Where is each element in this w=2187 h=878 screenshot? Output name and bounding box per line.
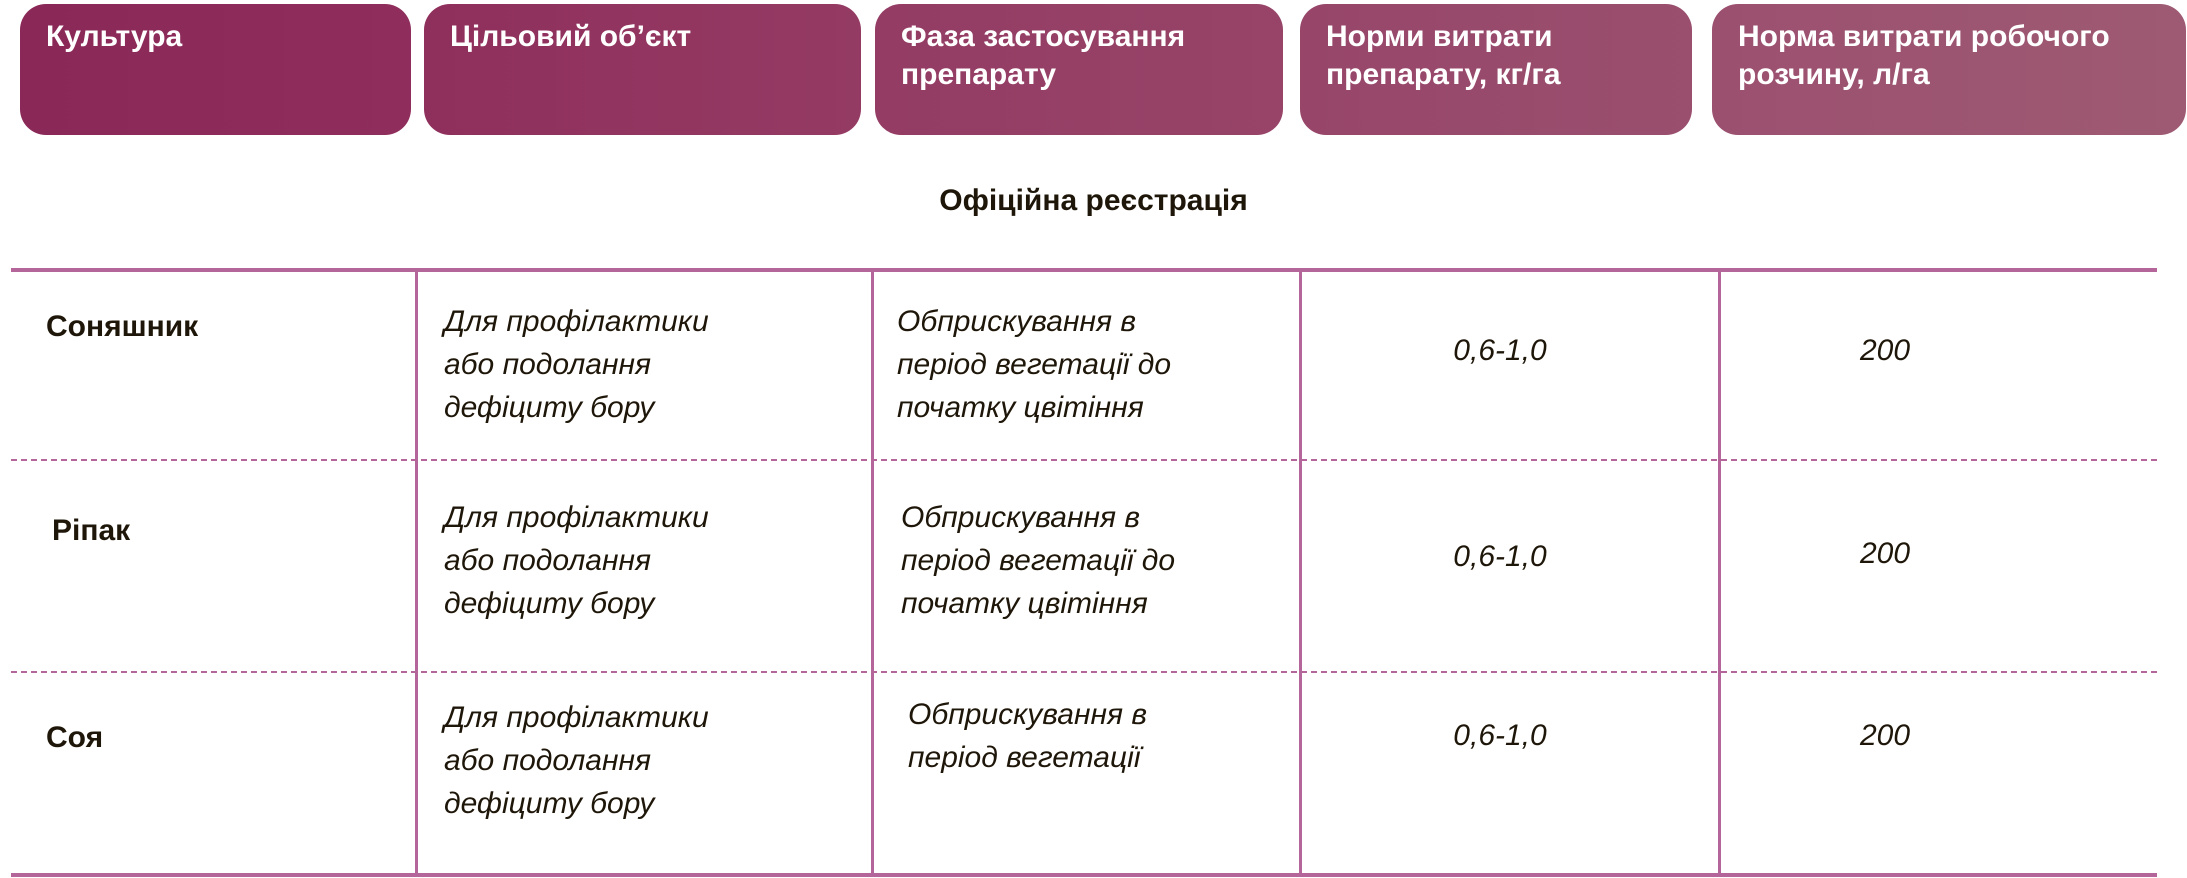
- table-bottom-border: [11, 873, 2157, 877]
- column-divider: [1718, 271, 1721, 875]
- solution-cell: 200: [1859, 537, 1911, 570]
- crop-cell: Соя: [46, 721, 104, 754]
- header-rate: Норми витрати препарату, кг/га: [1300, 4, 1692, 135]
- header-phase: Фаза застосування препарату: [875, 4, 1283, 135]
- column-divider: [415, 271, 418, 875]
- solution-cell: 200: [1859, 334, 1911, 367]
- table-top-border: [11, 268, 2157, 272]
- solution-cell: 200: [1859, 719, 1911, 752]
- target-cell: Для профілактики або подолання дефіциту …: [444, 701, 709, 820]
- column-divider: [1299, 271, 1302, 875]
- rate-cell: 0,6-1,0: [1453, 719, 1547, 752]
- target-cell: Для профілактики або подолання дефіциту …: [444, 305, 709, 424]
- section-title: Офіційна реєстрація: [939, 184, 1248, 217]
- rate-cell: 0,6-1,0: [1453, 334, 1547, 367]
- target-cell: Для профілактики або подолання дефіциту …: [444, 501, 709, 620]
- phase-cell: Обприскування в період вегетації до поча…: [901, 501, 1176, 620]
- header-solution: Норма витрати робочого розчину, л/га: [1712, 4, 2186, 135]
- row-divider: [11, 671, 2157, 673]
- header-culture: Культура: [20, 4, 411, 135]
- crop-cell: Ріпак: [52, 514, 131, 547]
- rate-cell: 0,6-1,0: [1453, 540, 1547, 573]
- phase-cell: Обприскування в період вегетації: [908, 698, 1147, 774]
- crop-cell: Соняшник: [46, 310, 199, 343]
- column-divider: [871, 271, 874, 875]
- header-target: Цільовий об’єкт: [424, 4, 861, 135]
- phase-cell: Обприскування в період вегетації до поча…: [897, 305, 1172, 424]
- row-divider: [11, 459, 2157, 461]
